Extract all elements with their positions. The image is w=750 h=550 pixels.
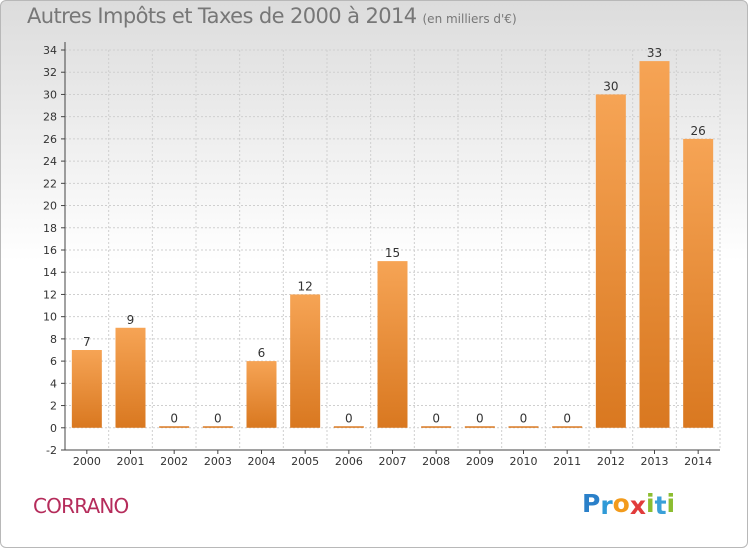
y-tick-label: 30 [43, 88, 57, 101]
data-label: 0 [563, 411, 571, 425]
x-tick-label: 2007 [379, 455, 407, 468]
x-tick-label: 2014 [684, 455, 712, 468]
bar [202, 426, 233, 428]
y-tick-label: 26 [43, 133, 57, 146]
y-tick-label: 22 [43, 177, 57, 190]
x-tick-label: 2003 [204, 455, 232, 468]
y-tick-label: 18 [43, 222, 57, 235]
data-label: 0 [345, 411, 353, 425]
x-tick-label: 2004 [248, 455, 276, 468]
bar [464, 426, 495, 428]
data-label: 0 [432, 411, 440, 425]
data-label: 0 [214, 411, 222, 425]
x-tick-label: 2010 [510, 455, 538, 468]
data-label: 30 [603, 79, 618, 93]
bar [595, 94, 626, 428]
x-tick-label: 2009 [466, 455, 494, 468]
y-tick-label: 12 [43, 288, 57, 301]
logo-letter: i [666, 489, 676, 518]
x-tick-label: 2000 [73, 455, 101, 468]
data-label: 7 [83, 335, 91, 349]
bar [552, 426, 583, 428]
y-tick-label: 6 [50, 355, 57, 368]
y-tick-label: 0 [50, 422, 57, 435]
data-label: 0 [520, 411, 528, 425]
bar [377, 261, 408, 428]
y-tick-label: 10 [43, 311, 57, 324]
x-tick-label: 2005 [291, 455, 319, 468]
bar [639, 61, 670, 428]
bar [115, 327, 146, 428]
y-tick-label: 28 [43, 111, 57, 124]
x-tick-label: 2002 [160, 455, 188, 468]
y-tick-label: 2 [50, 400, 57, 413]
chart-title-text: Autres Impôts et Taxes de 2000 à 2014 [27, 4, 417, 28]
y-tick-label: 16 [43, 244, 57, 257]
y-tick-label: 8 [50, 333, 57, 346]
x-tick-label: 2012 [597, 455, 625, 468]
y-tick-label: -2 [46, 444, 57, 457]
data-label: 0 [170, 411, 178, 425]
data-label: 33 [647, 46, 662, 60]
y-tick-label: 14 [43, 266, 57, 279]
y-tick-label: 34 [43, 44, 57, 57]
bar [159, 426, 190, 428]
x-tick-label: 2011 [553, 455, 581, 468]
bar [508, 426, 539, 428]
chart-title: Autres Impôts et Taxes de 2000 à 2014 (en… [27, 4, 517, 28]
commune-name: CORRANO [33, 494, 129, 518]
x-tick-label: 2008 [422, 455, 450, 468]
logo-letter: t [654, 491, 667, 520]
bar [71, 350, 102, 428]
logo-letter: i [646, 489, 655, 518]
x-tick-label: 2001 [117, 455, 145, 468]
bar [246, 361, 277, 428]
y-tick-label: 20 [43, 200, 57, 213]
data-label: 0 [476, 411, 484, 425]
logo-letter: r [600, 491, 613, 520]
data-label: 12 [298, 279, 313, 293]
proxiti-logo: Proxiti [582, 489, 676, 520]
y-tick-label: 4 [50, 377, 57, 390]
logo-letter: x [629, 491, 646, 520]
bar [333, 426, 364, 428]
data-label: 15 [385, 246, 400, 260]
y-tick-label: 32 [43, 66, 57, 79]
x-tick-label: 2013 [641, 455, 669, 468]
data-label: 26 [691, 124, 706, 138]
data-label: 6 [258, 346, 266, 360]
y-tick-label: 24 [43, 155, 57, 168]
x-tick-label: 2006 [335, 455, 363, 468]
logo-letter: P [582, 489, 601, 518]
bar [290, 294, 321, 428]
data-label: 9 [127, 313, 135, 327]
bar [421, 426, 452, 428]
chart-subtitle: (en milliers d'€) [422, 12, 517, 26]
bar [683, 138, 714, 428]
logo-letter: o [612, 489, 630, 518]
